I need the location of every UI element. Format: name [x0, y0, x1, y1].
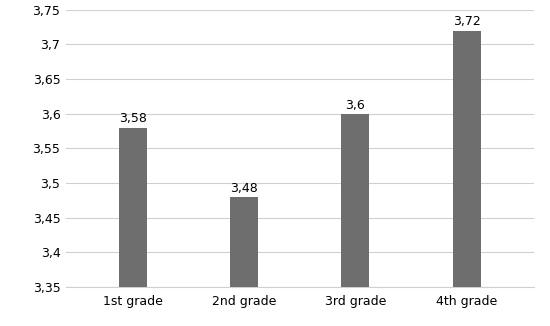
- Text: 3,58: 3,58: [119, 112, 147, 126]
- Text: 3,6: 3,6: [345, 98, 365, 111]
- Text: 3,72: 3,72: [453, 15, 481, 28]
- Bar: [342, 114, 369, 326]
- Bar: [119, 127, 147, 326]
- Bar: [230, 197, 258, 326]
- Bar: [453, 31, 481, 326]
- Text: 3,48: 3,48: [230, 182, 258, 195]
